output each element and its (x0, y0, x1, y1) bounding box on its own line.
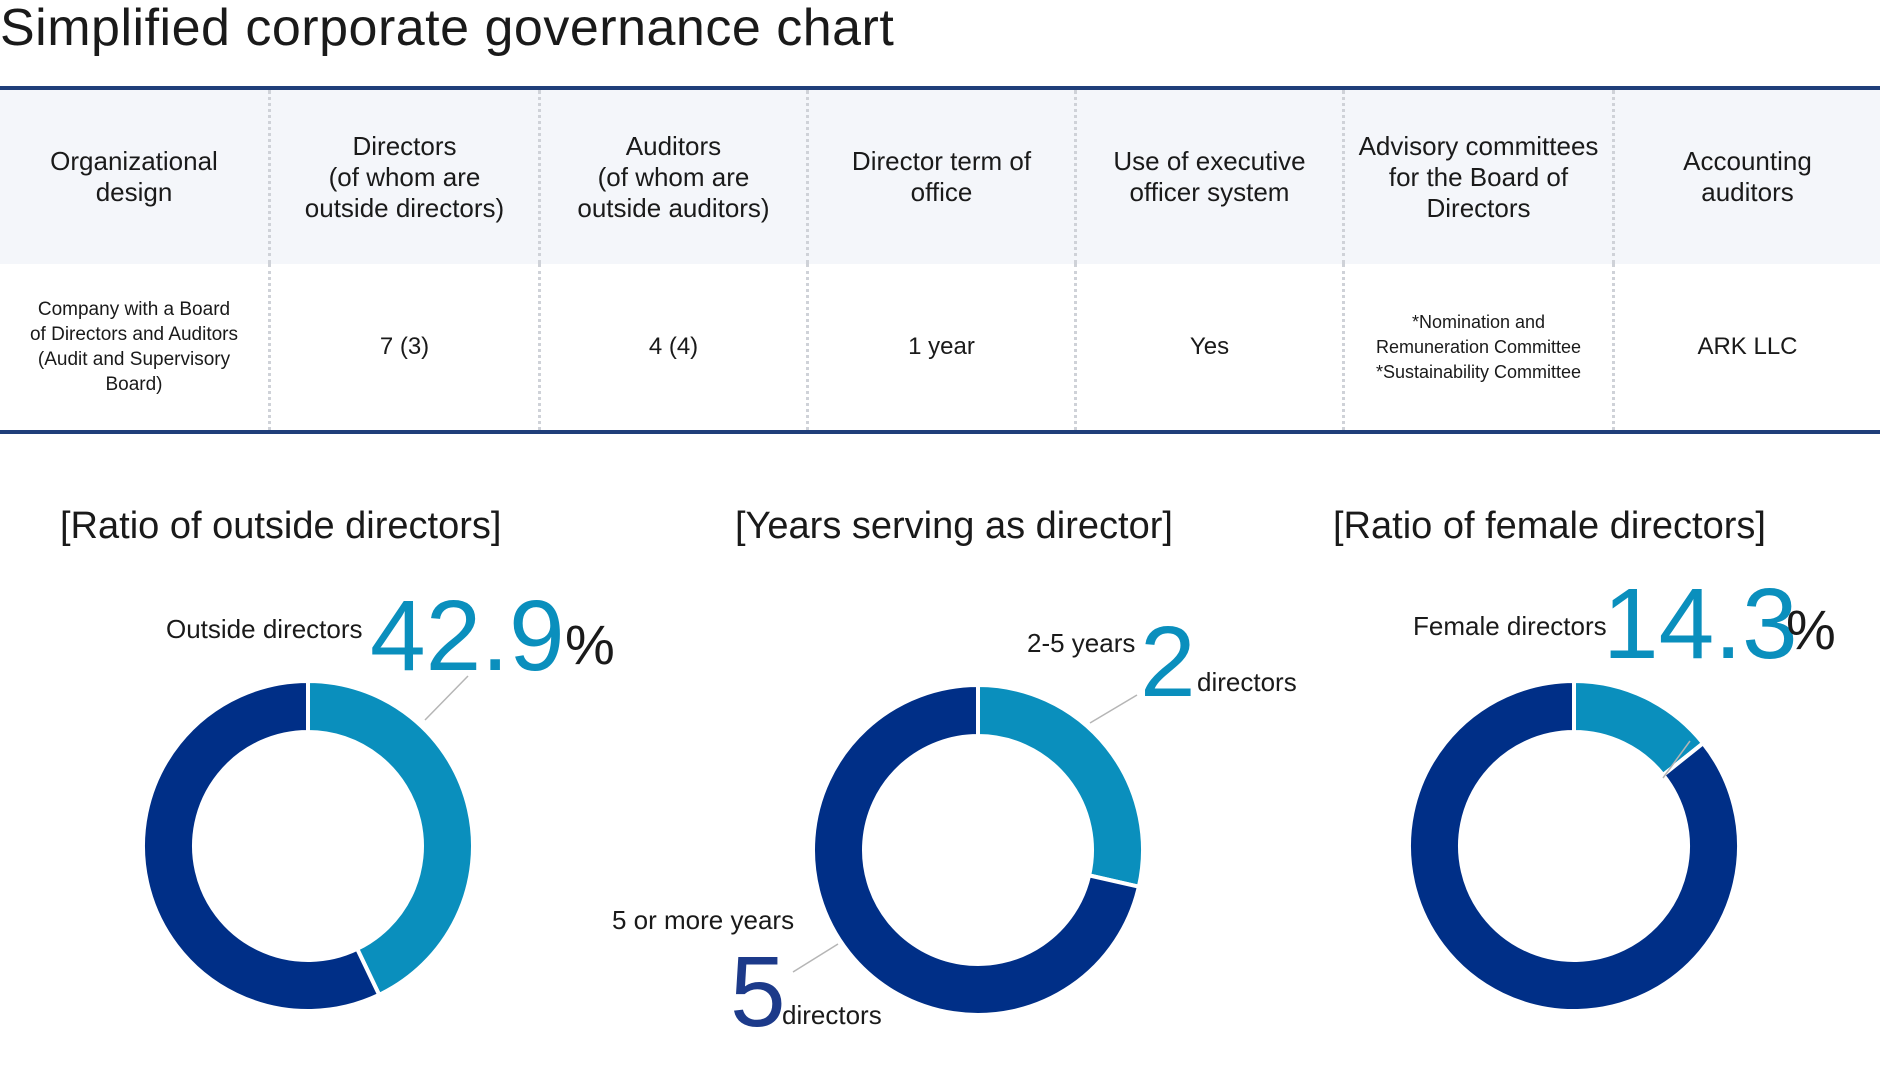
years-5-plus-unit: directors (782, 1000, 882, 1030)
table-row: Company with a Board of Directors and Au… (0, 264, 1880, 430)
header-advisory-committees: Advisory committees for the Board of Dir… (1342, 90, 1612, 264)
years-5-plus-label: 5 or more years (612, 905, 795, 935)
leader-line-0 (424, 675, 469, 721)
leader-line-2 (1662, 740, 1691, 779)
chart-title-female-directors: [Ratio of female directors] (1333, 505, 1766, 547)
header-executive-officer-system: Use of executive officer system (1074, 90, 1342, 264)
leader-line-3 (792, 943, 839, 973)
header-auditors: Auditors (of whom are outside auditors) (538, 90, 806, 264)
donut-slice-female-directors-1 (1407, 678, 1741, 1013)
years-2-5-unit: directors (1197, 667, 1297, 697)
donut-slice-outside-directors-1 (141, 678, 382, 1013)
cell-advisory-committees: *Nomination and Remuneration Committee *… (1342, 264, 1612, 430)
cell-directors: 7 (3) (268, 264, 538, 430)
header-organizational-design: Organizational design (50, 146, 218, 207)
cell-director-term: 1 year (806, 264, 1074, 430)
governance-table: Organizational design Directors (of whom… (0, 86, 1880, 434)
female-directors-label: Female directors (1413, 611, 1607, 641)
donut-slice-outside-directors-0 (306, 678, 475, 998)
years-2-5-label: 2-5 years (1027, 628, 1136, 658)
header-accounting-auditors: Accounting auditors (1612, 90, 1880, 264)
outside-directors-label: Outside directors (166, 614, 363, 644)
years-2-5-value: 2 (1140, 606, 1196, 718)
female-directors-value: 14.3 (1603, 568, 1798, 680)
cell-organizational-design: Company with a Board of Directors and Au… (29, 299, 239, 395)
page-title: Simplified corporate governance chart (0, 0, 895, 57)
cell-accounting-auditors: ARK LLC (1612, 264, 1880, 430)
donut-slice-years-serving-0 (976, 682, 1145, 890)
leader-line-1 (1089, 694, 1138, 724)
chart-title-outside-directors: [Ratio of outside directors] (60, 505, 502, 547)
header-director-term: Director term of office (806, 90, 1074, 264)
chart-title-years-serving: [Years serving as director] (735, 505, 1173, 547)
cell-auditors: 4 (4) (538, 264, 806, 430)
donut-slice-years-serving-1 (811, 682, 1142, 1017)
table-header-row: Organizational design Directors (of whom… (0, 90, 1880, 264)
cell-executive-officer-system: Yes (1074, 264, 1342, 430)
outside-directors-unit: % (565, 613, 615, 676)
outside-directors-value: 42.9 (370, 580, 565, 692)
years-5-plus-value: 5 (730, 936, 786, 1048)
header-directors: Directors (of whom are outside directors… (268, 90, 538, 264)
female-directors-unit: % (1786, 598, 1836, 661)
